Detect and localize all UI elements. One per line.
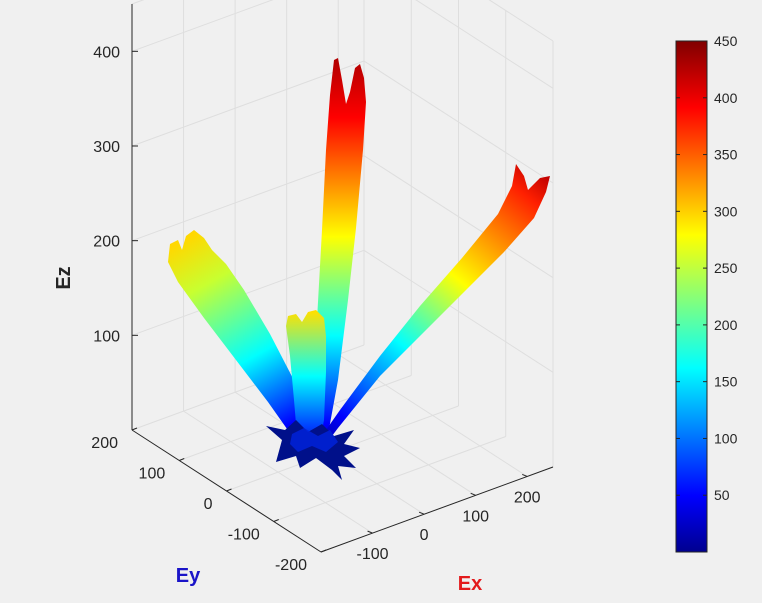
grid-line-z-back bbox=[131, 60, 365, 147]
colorbar-ticks: 50 100 150 200 250 300 350 400 450 bbox=[676, 33, 738, 503]
y-tick-mark bbox=[179, 458, 185, 461]
lobe-small bbox=[286, 310, 326, 452]
colorbar-tick-label: 150 bbox=[714, 374, 738, 390]
x-tick-label: 100 bbox=[462, 508, 489, 525]
colorbar-tick-label: 50 bbox=[714, 487, 730, 503]
grid-line-z-side bbox=[363, 60, 554, 184]
x-tick-label: -100 bbox=[357, 546, 389, 563]
x-axis-line bbox=[320, 466, 554, 553]
colorbar-tick-label: 250 bbox=[714, 260, 738, 276]
colorbar: 50 100 150 200 250 300 350 400 450 bbox=[675, 33, 738, 553]
x-tick-mark bbox=[418, 511, 425, 515]
box-top-side-edge bbox=[488, 0, 554, 42]
x-axis-label: Ex bbox=[458, 573, 482, 595]
grid-line-z-side bbox=[415, 0, 554, 89]
z-axis-label: Ez bbox=[53, 266, 75, 289]
colorbar-tick-label: 450 bbox=[714, 33, 738, 49]
z-axis-ticks: 100 200 300 400 bbox=[93, 44, 138, 345]
lobe-right bbox=[312, 164, 550, 452]
colorbar-gradient bbox=[675, 40, 708, 553]
grid-line-z-side bbox=[363, 249, 554, 373]
box-top-back-edge bbox=[131, 0, 145, 5]
x-tick-mark bbox=[367, 530, 373, 534]
colorbar-tick-label: 100 bbox=[714, 430, 738, 446]
y-tick-mark bbox=[320, 549, 327, 553]
y-axis-ticks: -200 -100 0 100 200 bbox=[91, 427, 327, 574]
y-tick-mark bbox=[226, 488, 232, 492]
surface-plot bbox=[168, 58, 550, 480]
y-tick-label: -100 bbox=[228, 527, 260, 544]
y-tick-label: 200 bbox=[91, 435, 118, 452]
y-tick-mark bbox=[273, 519, 279, 522]
colorbar-tick-label: 300 bbox=[714, 203, 738, 219]
y-tick-mark bbox=[131, 427, 138, 431]
grid-line-y-floor bbox=[273, 436, 506, 522]
side-lobes-base bbox=[266, 420, 360, 480]
colorbar-tick-label: 400 bbox=[714, 90, 738, 106]
x-tick-mark bbox=[522, 473, 528, 477]
side-lobes-base-highlight bbox=[290, 428, 338, 452]
x-tick-label: 200 bbox=[514, 489, 541, 506]
z-tick-label: 200 bbox=[93, 234, 120, 251]
lobe-left bbox=[168, 230, 318, 448]
z-tick-label: 300 bbox=[93, 139, 120, 156]
x-axis-ticks: -100 0 100 200 bbox=[357, 473, 541, 563]
x-tick-label: 0 bbox=[420, 527, 429, 544]
colorbar-tick-label: 350 bbox=[714, 147, 738, 163]
colorbar-tick-label: 200 bbox=[714, 317, 738, 333]
grid-line-z-side bbox=[363, 155, 554, 279]
x-tick-mark bbox=[470, 492, 476, 496]
z-tick-label: 100 bbox=[93, 328, 120, 345]
z-tick-label: 400 bbox=[93, 44, 120, 61]
y-tick-label: 0 bbox=[204, 496, 213, 513]
y-tick-label: 100 bbox=[139, 466, 166, 483]
y-tick-label: -200 bbox=[275, 557, 307, 574]
grid-line-z-back bbox=[131, 0, 274, 52]
y-axis-label: Ey bbox=[176, 565, 201, 587]
